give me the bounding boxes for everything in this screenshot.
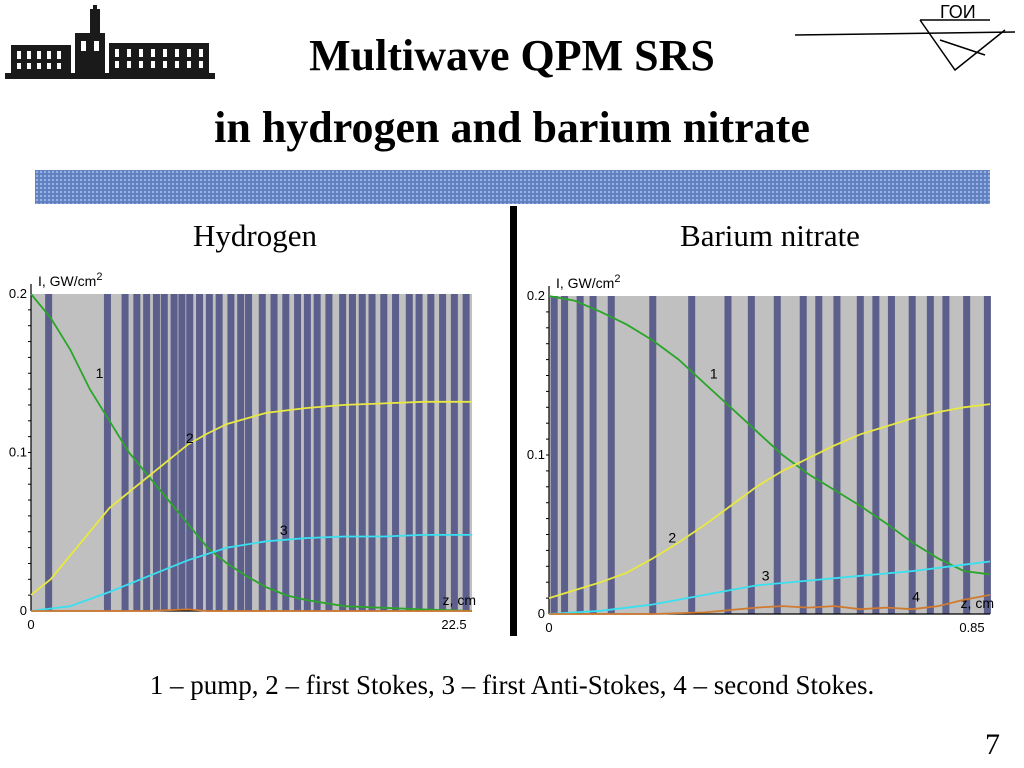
hydrogen-qpm-stripe	[45, 294, 53, 611]
hydrogen-qpm-stripe	[405, 294, 413, 611]
hydrogen-qpm-stripe	[450, 294, 458, 611]
hydrogen-qpm-stripe	[237, 294, 245, 611]
hydrogen-qpm-stripe	[303, 294, 311, 611]
hydrogen-qpm-stripe	[358, 294, 366, 611]
barium-xtick-label: 0	[545, 620, 552, 635]
hydrogen-qpm-stripe	[439, 294, 447, 611]
barium-qpm-stripe	[963, 296, 971, 614]
barium-qpm-stripe	[773, 296, 781, 614]
panel-divider	[510, 206, 517, 636]
hydrogen-qpm-stripe	[178, 294, 186, 611]
barium-qpm-stripe	[561, 296, 569, 614]
barium-series-3-line	[548, 560, 991, 615]
barium-qpm-stripe	[550, 296, 558, 614]
hydrogen-qpm-stripe	[196, 294, 204, 611]
hydrogen-curve-label: 2	[186, 430, 194, 446]
hydrogen-qpm-stripe	[392, 294, 400, 611]
barium-qpm-stripe	[856, 296, 864, 614]
barium-qpm-stripe	[926, 296, 934, 614]
barium-qpm-stripe	[872, 296, 880, 614]
hydrogen-xtick-label: 0	[27, 617, 34, 632]
hydrogen-qpm-stripe	[380, 294, 388, 611]
page-number: 7	[985, 728, 1000, 761]
barium-curve-label: 2	[668, 529, 676, 545]
hydrogen-qpm-stripe	[160, 294, 168, 611]
barium-qpm-stripe	[649, 296, 657, 614]
hydrogen-qpm-stripe	[270, 294, 278, 611]
barium-qpm-stripe	[799, 296, 807, 614]
hydrogen-qpm-stripe	[143, 294, 151, 611]
hydrogen-qpm-stripe	[368, 294, 376, 611]
hydrogen-qpm-stripe	[325, 294, 333, 611]
barium-curve-label: 1	[710, 366, 718, 382]
hydrogen-ytick-label: 0	[20, 603, 27, 618]
slide-title-line1: Multiwave QPM SRS	[309, 31, 715, 80]
barium-curve-label: 4	[912, 588, 920, 604]
decorative-banner	[35, 170, 990, 204]
hydrogen-ytick-label: 0.2	[9, 286, 27, 301]
hydrogen-qpm-stripe	[121, 294, 129, 611]
barium-series-2-line	[548, 403, 991, 599]
hydrogen-qpm-stripe	[170, 294, 178, 611]
barium-series-4-line	[549, 594, 991, 615]
barium-qpm-stripe	[576, 296, 584, 614]
hydrogen-series-2-line	[30, 400, 472, 596]
barium-qpm-stripe	[747, 296, 755, 614]
hydrogen-qpm-stripe	[415, 294, 423, 611]
slide-title-line2: in hydrogen and barium nitrate	[214, 103, 810, 152]
institute-building-logo	[5, 3, 215, 88]
barium-series-1-line	[548, 295, 991, 576]
barium-qpm-stripe	[908, 296, 916, 614]
barium-qpm-stripe	[815, 296, 823, 614]
legend-caption: 1 – pump, 2 – first Stokes, 3 – first An…	[149, 670, 875, 700]
barium-qpm-stripe	[833, 296, 841, 614]
barium-qpm-stripe	[589, 296, 597, 614]
hydrogen-series-4-line	[31, 608, 472, 612]
goi-logo: ГОИ	[790, 0, 1020, 85]
barium-qpm-stripe	[942, 296, 950, 614]
hydrogen-qpm-stripe	[427, 294, 435, 611]
hydrogen-qpm-stripe	[294, 294, 302, 611]
barium-ytick-label: 0.1	[527, 447, 545, 462]
hydrogen-curve-label: 3	[280, 522, 288, 538]
hydrogen-qpm-stripe	[133, 294, 141, 611]
hydrogen-curve-label: 1	[96, 365, 104, 381]
hydrogen-xtick-label: 22.5	[441, 617, 466, 632]
hydrogen-qpm-stripe	[227, 294, 235, 611]
goi-logo-text: ГОИ	[940, 2, 976, 22]
panel-label-barium-nitrate: Barium nitrate	[680, 218, 860, 253]
barium-qpm-stripe	[607, 296, 615, 614]
barium-qpm-stripe	[983, 296, 991, 614]
hydrogen-qpm-stripe	[348, 294, 356, 611]
hydrogen-qpm-stripe	[339, 294, 347, 611]
barium-plot-area	[549, 296, 990, 614]
hydrogen-qpm-stripe	[282, 294, 290, 611]
barium-qpm-stripe	[887, 296, 895, 614]
hydrogen-y-axis-label: I, GW/cm2	[38, 271, 102, 289]
hydrogen-qpm-stripe	[103, 294, 111, 611]
hydrogen-x-axis-label: z, cm	[443, 592, 476, 608]
hydrogen-qpm-stripe	[313, 294, 321, 611]
barium-qpm-stripe	[688, 296, 696, 614]
hydrogen-qpm-stripe	[215, 294, 223, 611]
barium-curve-label: 3	[762, 568, 770, 584]
barium-y-axis-label: I, GW/cm2	[556, 273, 620, 291]
hydrogen-qpm-stripe	[152, 294, 160, 611]
panel-label-hydrogen: Hydrogen	[193, 218, 317, 253]
hydrogen-qpm-stripe	[245, 294, 253, 611]
barium-ytick-label: 0	[538, 606, 545, 621]
hydrogen-qpm-stripe	[258, 294, 266, 611]
hydrogen-qpm-stripe	[186, 294, 194, 611]
barium-qpm-stripe	[724, 296, 732, 614]
hydrogen-chart: 0.2 0.1 00 22.5 I, GW/cm2 z, cm 1 2 3	[9, 271, 476, 632]
hydrogen-ytick-label: 0.1	[9, 445, 27, 460]
hydrogen-qpm-stripe	[462, 294, 470, 611]
barium-ytick-label: 0.2	[527, 288, 545, 303]
hydrogen-series-3-line	[30, 533, 472, 612]
hydrogen-qpm-stripe	[205, 294, 213, 611]
hydrogen-series-1-line	[30, 293, 473, 612]
barium-xtick-label: 0.85	[959, 620, 984, 635]
